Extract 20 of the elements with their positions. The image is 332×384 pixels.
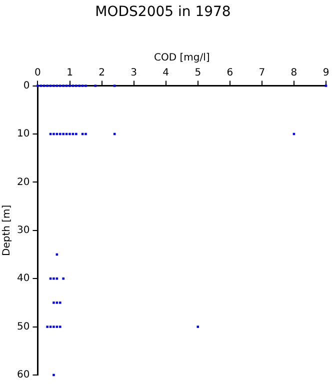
y-tick-label: 30 [16,224,30,236]
x-tick-label: 4 [162,67,170,78]
y-tick-label: 10 [16,128,30,140]
y-tick-label: 50 [16,321,30,332]
x-tick-label: 7 [258,67,266,78]
x-tick-label: 2 [98,67,105,78]
y-axis-title: Depth [m] [2,204,13,256]
y-tick-label: 60 [16,370,30,381]
x-tick-label: 0 [34,67,41,78]
y-tick-label: 0 [23,80,30,92]
x-tick-label: 9 [322,67,330,78]
x-axis-title: COD [mg/l] [154,52,210,64]
x-tick-label: 8 [290,67,298,78]
x-tick-label: 5 [194,67,202,78]
y-tick-label: 20 [16,176,30,188]
chart-title: MODS2005 in 1978 [95,4,231,20]
y-tick-label: 40 [16,273,30,284]
x-tick-label: 6 [226,67,234,78]
x-tick-label: 1 [66,67,73,78]
x-tick-label: 3 [130,67,138,78]
